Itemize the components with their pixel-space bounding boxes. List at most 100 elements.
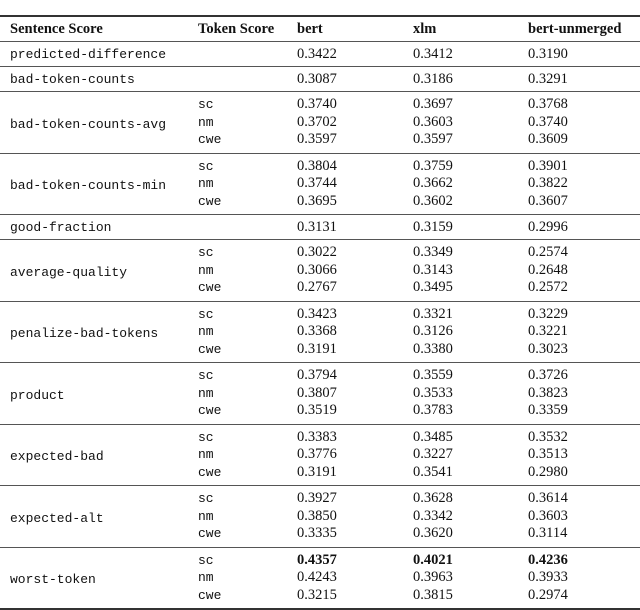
xlm-value: 0.3342: [413, 507, 453, 524]
bert-value: 0.3740: [297, 96, 337, 113]
token-score-name: cwe: [198, 280, 222, 296]
sentence-score-name: good-fraction: [10, 219, 112, 235]
token-score-name: [198, 215, 297, 240]
bert-value: 0.3131: [297, 218, 337, 235]
bert-value: 0.3927: [297, 490, 337, 507]
sentence-score-name: bad-token-counts-min: [10, 178, 167, 194]
bert-value: 0.3423: [297, 305, 337, 322]
bert-unmerged-value: 0.3726: [528, 367, 568, 384]
bert-unmerged-value: 0.3609: [528, 131, 568, 148]
xlm-value: 0.3186: [413, 70, 453, 87]
token-score-name: cwe: [198, 193, 222, 209]
table-row: cwe 0.3191 0.3380 0.3023: [0, 341, 640, 363]
xlm-value: 0.3321: [413, 305, 453, 322]
bert-value: 0.3744: [297, 175, 337, 192]
bert-unmerged-value: 0.2996: [528, 218, 568, 235]
table-row: bad-token-counts 0.3087 0.3186 0.3291: [0, 67, 640, 92]
table-row: worst-token sc 0.4357 0.4021 0.4236: [0, 547, 640, 588]
xlm-value: 0.3227: [413, 446, 453, 463]
token-score-name: nm: [198, 324, 214, 340]
table-group: expected-bad sc 0.3383 0.3485 0.3532 nm 0.3776…: [0, 424, 640, 486]
table-row: bad-token-counts-min sc 0.3804 0.3759 0.3901: [0, 153, 640, 194]
xlm-value: 0.3597: [413, 131, 453, 148]
table-row: nm 0.3702 0.3603 0.3740: [0, 114, 640, 132]
bert-value: 0.3191: [297, 340, 337, 357]
table-row: expected-alt sc 0.3927 0.3628 0.3614: [0, 486, 640, 526]
token-score-name: [198, 67, 297, 92]
table-group: bad-token-counts-avg sc 0.3740 0.3697 0.3768…: [0, 92, 640, 153]
bert-value: 0.3519: [297, 402, 337, 419]
xlm-value: 0.3143: [413, 261, 453, 278]
bert-value: 0.3794: [297, 367, 337, 384]
table-group: average-quality sc 0.3022 0.3349 0.2574 nm 0.3…: [0, 240, 640, 301]
bert-value: 0.3087: [297, 70, 337, 87]
bert-value: 0.2767: [297, 279, 337, 296]
header-xlm: xlm: [413, 20, 437, 37]
table-group: good-fraction 0.3131 0.3159 0.2996: [0, 215, 640, 240]
token-score-name: nm: [198, 176, 214, 192]
table-row: nm 0.3066 0.3143 0.2648: [0, 262, 640, 280]
table-row: cwe 0.3335 0.3620 0.3114: [0, 525, 640, 547]
bert-unmerged-value: 0.3532: [528, 428, 568, 445]
table-row: product sc 0.3794 0.3559 0.3726: [0, 363, 640, 403]
token-score-name: sc: [198, 552, 214, 568]
table-row: cwe 0.3519 0.3783 0.3359: [0, 402, 640, 424]
table-group: worst-token sc 0.4357 0.4021 0.4236 nm 0.4243 0…: [0, 547, 640, 609]
bert-unmerged-value: 0.3023: [528, 340, 568, 357]
bert-value: 0.3597: [297, 131, 337, 148]
xlm-value: 0.3380: [413, 340, 453, 357]
xlm-value: 0.3602: [413, 192, 453, 209]
bert-unmerged-value: 0.2572: [528, 279, 568, 296]
table-row: nm 0.3776 0.3227 0.3513: [0, 446, 640, 464]
bert-unmerged-value: 0.3740: [528, 113, 568, 130]
table-row: predicted-difference 0.3422 0.3412 0.3190: [0, 42, 640, 67]
sentence-score-name: predicted-difference: [10, 46, 167, 62]
xlm-value: 0.3559: [413, 367, 453, 384]
xlm-value: 0.3963: [413, 569, 453, 586]
token-score-name: sc: [198, 368, 214, 384]
bert-value: 0.3422: [297, 45, 337, 62]
xlm-value: 0.3697: [413, 96, 453, 113]
table-row: cwe 0.3191 0.3541 0.2980: [0, 464, 640, 486]
xlm-value: 0.3533: [413, 384, 453, 401]
xlm-value: 0.3541: [413, 463, 453, 480]
bert-unmerged-value: 0.3359: [528, 402, 568, 419]
token-score-name: sc: [198, 491, 214, 507]
sentence-score-name: product: [10, 387, 65, 403]
bert-unmerged-value: 0.3190: [528, 45, 568, 62]
bert-unmerged-value: 0.3607: [528, 192, 568, 209]
xlm-value: 0.4021: [413, 551, 453, 568]
bert-unmerged-value: 0.3221: [528, 323, 568, 340]
bert-unmerged-value: 0.3614: [528, 490, 568, 507]
table-group: bad-token-counts-min sc 0.3804 0.3759 0.3901…: [0, 153, 640, 215]
table-row: nm 0.4243 0.3963 0.3933: [0, 569, 640, 587]
table-group: penalize-bad-tokens sc 0.3423 0.3321 0.3229 n…: [0, 301, 640, 363]
token-score-name: nm: [198, 385, 214, 401]
bert-unmerged-value: 0.3513: [528, 446, 568, 463]
bert-value: 0.3702: [297, 113, 337, 130]
table-group: expected-alt sc 0.3927 0.3628 0.3614 nm 0.3850…: [0, 486, 640, 547]
bert-unmerged-value: 0.3768: [528, 96, 568, 113]
xlm-value: 0.3349: [413, 244, 453, 261]
token-score-name: cwe: [198, 132, 222, 148]
token-score-name: sc: [198, 158, 214, 174]
bert-value: 0.3383: [297, 428, 337, 445]
bert-unmerged-value: 0.3823: [528, 384, 568, 401]
sentence-score-name: bad-token-counts: [10, 71, 135, 87]
token-score-name: sc: [198, 97, 214, 113]
bert-value: 0.3776: [297, 446, 337, 463]
bert-unmerged-value: 0.3901: [528, 157, 568, 174]
bert-unmerged-value: 0.3603: [528, 507, 568, 524]
xlm-value: 0.3662: [413, 175, 453, 192]
header-bert: bert: [297, 20, 323, 37]
table-row: cwe 0.3695 0.3602 0.3607: [0, 193, 640, 215]
xlm-value: 0.3485: [413, 428, 453, 445]
xlm-value: 0.3126: [413, 323, 453, 340]
bert-unmerged-value: 0.2648: [528, 261, 568, 278]
token-score-name: [198, 42, 297, 67]
token-score-name: sc: [198, 429, 214, 445]
bert-value: 0.3807: [297, 384, 337, 401]
xlm-value: 0.3412: [413, 45, 453, 62]
bert-unmerged-value: 0.2980: [528, 463, 568, 480]
bert-value: 0.3022: [297, 244, 337, 261]
